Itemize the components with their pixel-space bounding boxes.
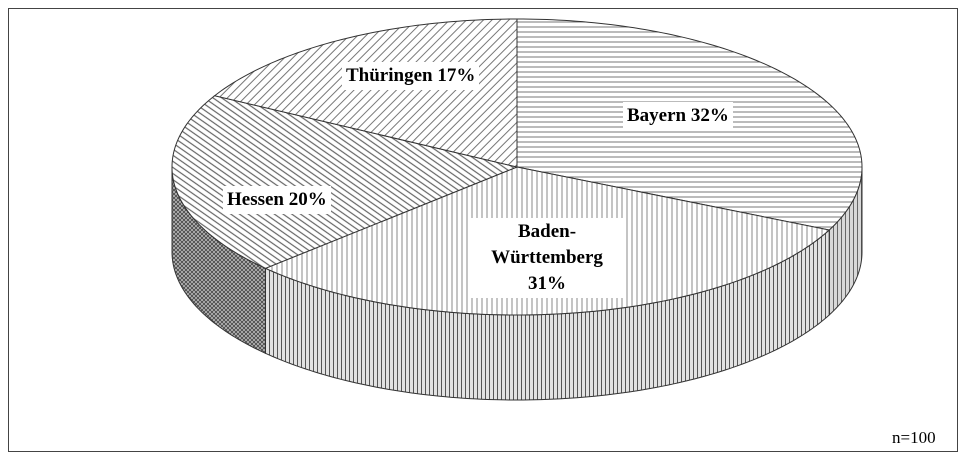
- pie-slice: [213, 18, 518, 168]
- annotation: n=100: [892, 428, 936, 447]
- data-label: Bayern 32%: [623, 102, 733, 130]
- data-label: Thüringen 17%: [342, 62, 480, 90]
- pie-slice: [171, 95, 519, 269]
- data-label: Hessen 20%: [223, 186, 331, 214]
- data-label: Baden-Württemberg 31%: [468, 218, 626, 298]
- frame: [8, 8, 958, 452]
